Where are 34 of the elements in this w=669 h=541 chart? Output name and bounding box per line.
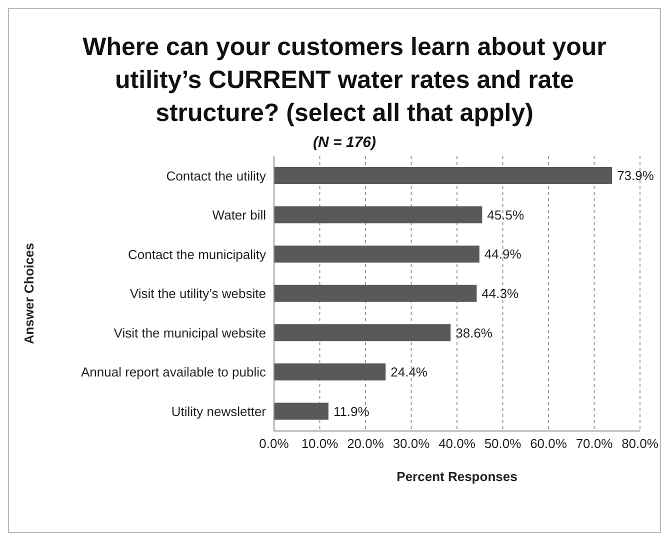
x-tick-label: 50.0%: [484, 436, 522, 452]
y-tick-label: Utility newsletter: [171, 404, 267, 419]
x-tick-label: 80.0%: [622, 436, 659, 452]
bar: [274, 246, 480, 263]
y-axis-title: Answer Choices: [22, 242, 37, 344]
y-tick-label: Visit the municipal website: [114, 325, 266, 340]
bar: [274, 167, 612, 184]
y-tick-label: Annual report available to public: [80, 364, 266, 380]
chart-title: Where can your customers learn about your utility’s CURRENT water rates and rate structure? (select all that apply): [82, 32, 608, 129]
x-tick-label: 10.0%: [301, 436, 339, 452]
bar: [274, 363, 386, 380]
x-tick-label: 40.0%: [438, 436, 476, 452]
chart-subtitle: (N = 176): [312, 134, 377, 151]
y-tick-label: Water bill: [212, 208, 266, 223]
bar: [274, 206, 482, 224]
data-label: 38.6%: [456, 325, 493, 340]
bar: [274, 284, 477, 302]
x-tick-label: 0.0%: [259, 436, 290, 452]
data-label: 44.9%: [484, 246, 522, 262]
x-axis-title: Percent Responses: [396, 469, 518, 484]
x-tick-label: 70.0%: [576, 436, 614, 452]
data-label: 73.9%: [617, 168, 654, 184]
y-tick-label: Contact the municipality: [128, 246, 266, 262]
data-label: 44.3%: [482, 286, 519, 301]
bar: [274, 402, 328, 420]
x-tick-label: 60.0%: [530, 436, 568, 452]
x-tick-label: 20.0%: [347, 436, 384, 452]
y-tick-label: Contact the utility: [166, 168, 266, 184]
y-tick-label: Visit the utility’s website: [130, 286, 266, 302]
data-label: 11.9%: [333, 404, 370, 419]
bar: [274, 324, 451, 342]
x-tick-label: 30.0%: [392, 436, 430, 452]
data-label: 24.4%: [390, 364, 428, 380]
data-label: 45.5%: [487, 207, 524, 222]
